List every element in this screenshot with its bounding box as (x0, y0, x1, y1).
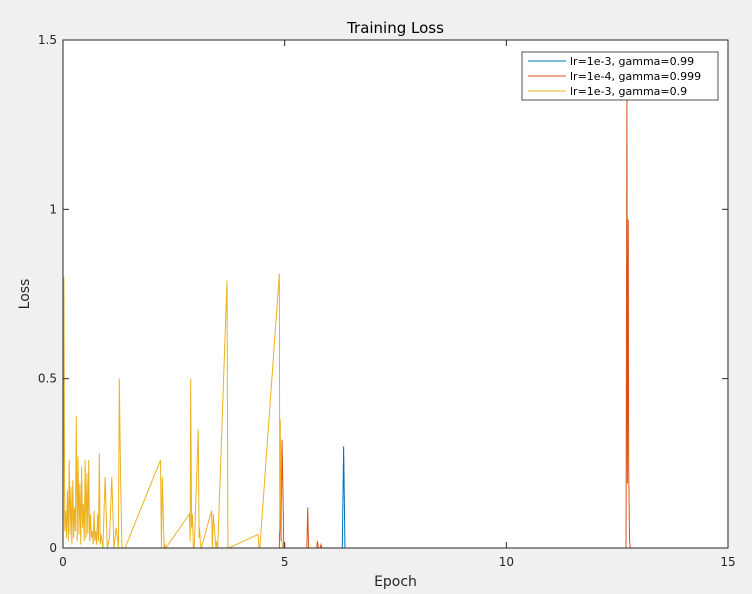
x-tick-label: 0 (59, 555, 67, 569)
series-line-2 (63, 90, 728, 549)
x-tick-label: 10 (499, 555, 514, 569)
legend-label-2: lr=1e-4, gamma=0.999 (570, 70, 701, 83)
y-tick-label: 0.5 (38, 372, 57, 386)
legend: lr=1e-3, gamma=0.99 lr=1e-4, gamma=0.999 l… (521, 51, 719, 101)
y-axis-title: Loss (17, 279, 33, 310)
plot-area (63, 40, 728, 548)
chart-title: Training Loss (346, 19, 444, 37)
legend-label-3: lr=1e-3, gamma=0.9 (570, 85, 687, 98)
y-tick-label: 1.5 (38, 33, 57, 47)
x-axis-title: Epoch (374, 574, 417, 590)
x-tick-label: 15 (720, 555, 735, 569)
y-tick-label: 0 (49, 541, 57, 555)
legend-label-1: lr=1e-3, gamma=0.99 (570, 55, 694, 68)
axes-box (62, 39, 729, 549)
y-tick-label: 1 (49, 202, 57, 216)
series-line-3 (62, 273, 728, 550)
x-tick-label: 5 (281, 555, 289, 569)
